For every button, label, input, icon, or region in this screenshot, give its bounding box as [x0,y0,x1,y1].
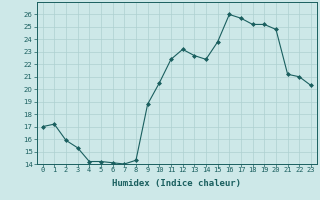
X-axis label: Humidex (Indice chaleur): Humidex (Indice chaleur) [112,179,241,188]
